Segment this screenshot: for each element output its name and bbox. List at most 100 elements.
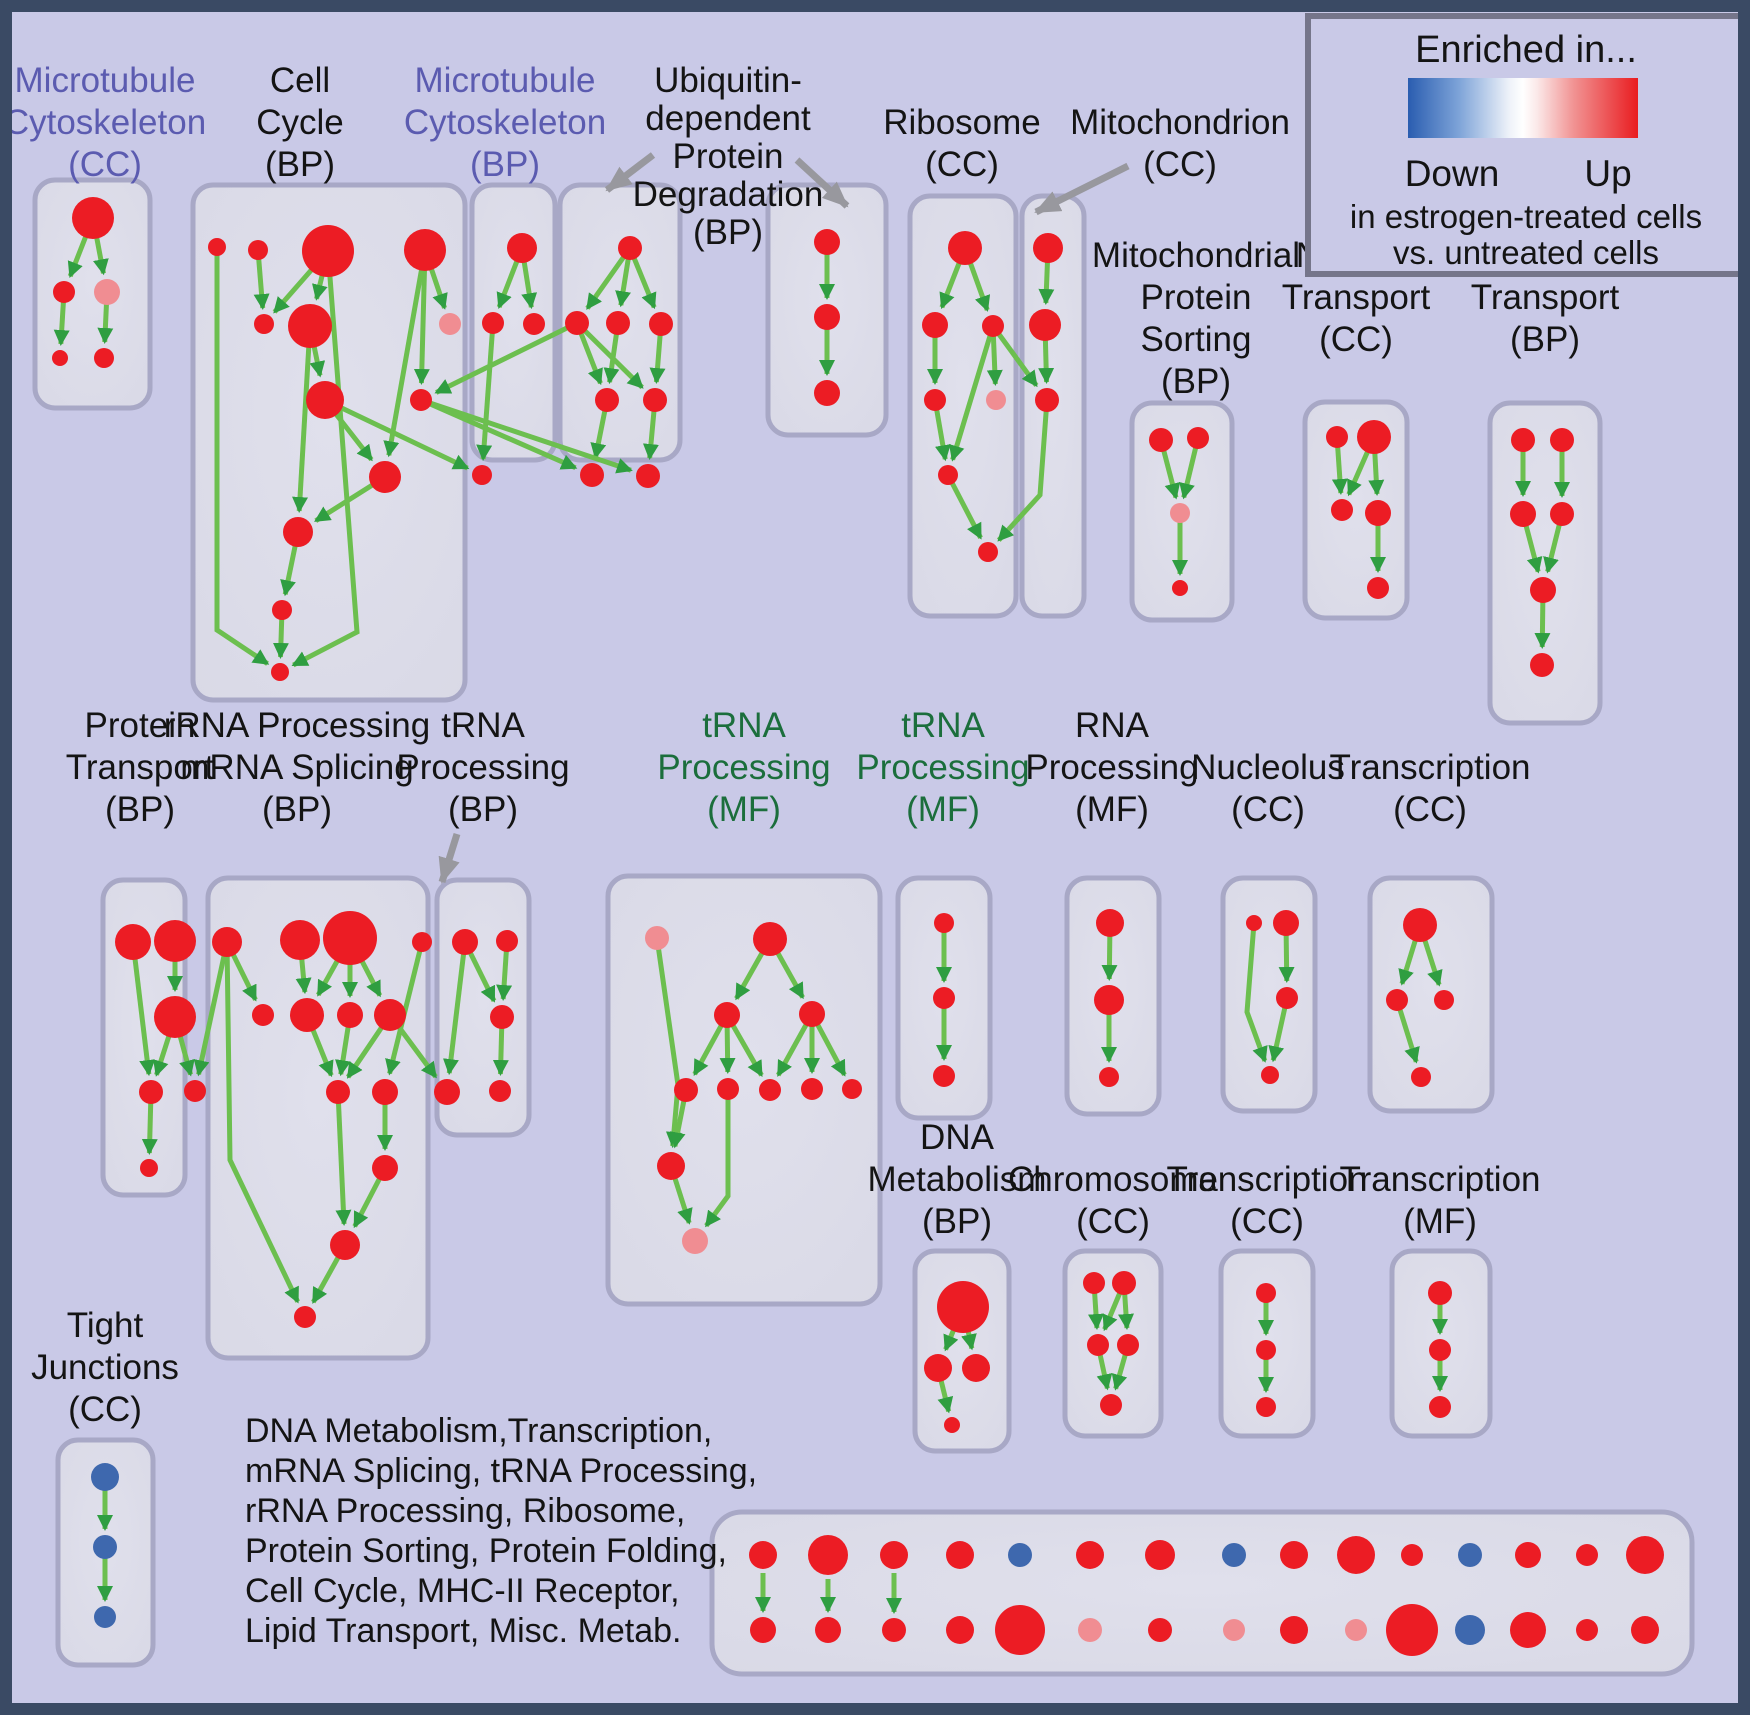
node-upd1-M1	[565, 311, 589, 335]
node-trnamf1-E	[657, 1152, 685, 1180]
node-chrom-TR	[1112, 1271, 1136, 1295]
node-mps-P	[1170, 503, 1190, 523]
node-mtbp-B	[472, 465, 492, 485]
node-trnabp-M	[490, 1005, 514, 1029]
node-tcc2-L	[1386, 989, 1408, 1011]
node-upd1-M3	[649, 312, 673, 336]
node-mps-TL	[1149, 428, 1173, 452]
group-label-mtcc-line1: Cytoskeleton	[4, 103, 206, 142]
node-pt-M	[154, 996, 196, 1038]
edge	[990, 324, 1039, 388]
node-upd1-BR	[636, 464, 660, 488]
node-trnabp-TL	[452, 929, 478, 955]
node-strip-6-top	[1145, 1540, 1175, 1570]
group-label-mtbp-line2: (BP)	[470, 145, 540, 184]
node-chrom-B	[1100, 1394, 1122, 1416]
node-trnabp-BL	[434, 1079, 460, 1105]
node-dnam-L	[924, 1354, 952, 1382]
node-rrna-B1	[326, 1080, 350, 1104]
label-pointer-arrow-2	[1034, 162, 1130, 216]
node-upd1-T	[618, 236, 642, 260]
node-rrna-T2	[280, 920, 320, 960]
node-upd1-RR	[643, 388, 667, 412]
node-trnamf1-A	[753, 922, 787, 956]
node-mps-B	[1172, 580, 1188, 596]
edge	[130, 941, 156, 1077]
node-strip-2-bottom	[882, 1618, 906, 1642]
legend-box	[1305, 13, 1747, 277]
edge	[383, 249, 428, 458]
group-label-chrom-line0: Chromosome	[1008, 1160, 1218, 1199]
node-strip-1-bottom	[815, 1617, 841, 1643]
node-rnat-LM	[1530, 577, 1556, 603]
group-label-rib-line1: (CC)	[925, 145, 999, 184]
node-strip-4-bottom	[995, 1605, 1045, 1655]
node-nucl-S	[1246, 915, 1262, 931]
node-rrna-M1	[290, 998, 324, 1032]
edge	[385, 941, 425, 1076]
node-strip-7-top	[1222, 1543, 1246, 1567]
group-box-cc	[190, 182, 468, 703]
group-label-rrna-line0: rRNA Processing	[164, 706, 430, 745]
node-mito-T	[1033, 233, 1063, 263]
node-tcc3-T	[1256, 1283, 1276, 1303]
node-dnam-B	[944, 1417, 960, 1433]
node-nt-ML	[1331, 499, 1353, 521]
node-cc-E	[254, 314, 274, 334]
edge	[291, 250, 360, 668]
group-box-trnamf1	[605, 873, 883, 1307]
node-trnamf1-B	[714, 1002, 740, 1028]
node-cc-H	[306, 381, 344, 419]
node-strip-2-top	[880, 1541, 908, 1569]
edge	[224, 941, 300, 1304]
misc-categories-text-line5: Lipid Transport, Misc. Metab.	[245, 1612, 682, 1650]
group-label-upd2-line2: Protein	[673, 137, 784, 176]
edge	[575, 321, 644, 390]
node-mtcc-D	[52, 350, 68, 366]
edge	[413, 249, 430, 386]
node-trnamf2-M	[933, 987, 955, 1009]
node-trnamf1-D2	[717, 1078, 739, 1100]
group-label-rrna-line1: mRNA Splicing	[180, 748, 413, 787]
group-label-rib-line0: Ribosome	[883, 103, 1041, 142]
group-label-cc-line2: (BP)	[265, 145, 335, 184]
misc-categories-text-line4: Cell Cycle, MHC-II Receptor,	[245, 1572, 680, 1610]
node-trnamf1-D5	[842, 1079, 862, 1099]
node-upd2-M	[814, 304, 840, 330]
legend-subtitle-1: in estrogen-treated cells	[1350, 198, 1702, 235]
node-strip-13-bottom	[1576, 1619, 1598, 1641]
group-label-trnamf2-line1: Processing	[856, 748, 1029, 787]
node-trnamf1-F	[682, 1228, 708, 1254]
node-cc-F	[288, 304, 332, 348]
node-strip-14-bottom	[1631, 1616, 1659, 1644]
node-rrna-B2	[372, 1079, 398, 1105]
group-label-tcc2-line0: Transcription	[1330, 748, 1531, 787]
node-cc-D	[404, 229, 446, 271]
node-rrna-C1	[372, 1155, 398, 1181]
edge	[193, 941, 230, 1077]
node-strip-9-bottom	[1345, 1619, 1367, 1641]
node-pt-T2	[154, 920, 196, 962]
node-mtbp-T	[507, 233, 537, 263]
node-strip-8-top	[1280, 1541, 1308, 1569]
group-label-trnamf1-line1: Processing	[657, 748, 830, 787]
node-chrom-ML	[1087, 1334, 1109, 1356]
node-cc-M	[271, 663, 289, 681]
node-tcc2-T	[1403, 908, 1437, 942]
node-nt-MR	[1365, 500, 1391, 526]
node-strip-10-top	[1401, 1544, 1423, 1566]
node-rnamf-T	[1096, 909, 1124, 937]
edge	[335, 1091, 352, 1227]
node-trnabp-BR	[489, 1080, 511, 1102]
node-tmf-B	[1429, 1396, 1451, 1418]
node-pt-BR	[184, 1080, 206, 1102]
node-strip-6-bottom	[1148, 1618, 1172, 1642]
group-label-mtcc-line2: (CC)	[68, 145, 142, 184]
node-tcc3-B	[1256, 1397, 1276, 1417]
node-strip-11-bottom	[1455, 1615, 1485, 1645]
node-rnat-B	[1530, 653, 1554, 677]
node-tj-B	[94, 1606, 116, 1628]
edge	[420, 397, 633, 474]
node-rrna-M3	[374, 999, 406, 1031]
